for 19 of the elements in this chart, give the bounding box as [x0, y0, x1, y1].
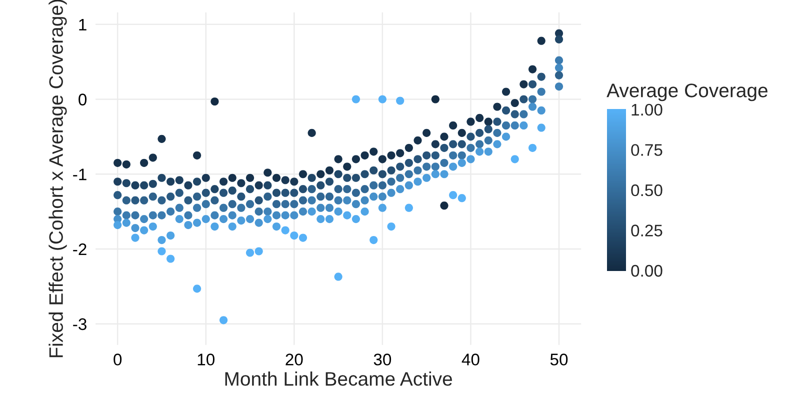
- x-tick-label: 40: [462, 354, 480, 366]
- x-tick-label: 0: [114, 354, 122, 366]
- x-tick-label: 50: [550, 354, 568, 366]
- y-tick-label: 1: [79, 18, 86, 30]
- y-axis-title: Fixed Effect (Cohort x Average Coverage): [48, 0, 67, 358]
- color-bar-label: 0.25: [631, 224, 662, 236]
- y-tick-label: -2: [73, 243, 86, 256]
- x-tick-label: 10: [198, 354, 214, 366]
- y-tick-label: -3: [73, 318, 86, 330]
- color-bar-title: Average Coverage: [606, 84, 768, 102]
- color-bar-label: 0.50: [631, 184, 662, 196]
- color-bar-label: 0.75: [631, 144, 662, 156]
- x-axis-title: Month Link Became Active: [225, 372, 452, 386]
- color-bar-label: 0.00: [631, 264, 662, 277]
- y-tick-label: 0: [78, 94, 87, 106]
- y-tick-label: -1: [73, 168, 86, 180]
- x-tick-label: 20: [286, 354, 303, 366]
- color-bar-label: 1.00: [632, 104, 662, 116]
- x-tick-label: 30: [374, 354, 392, 366]
